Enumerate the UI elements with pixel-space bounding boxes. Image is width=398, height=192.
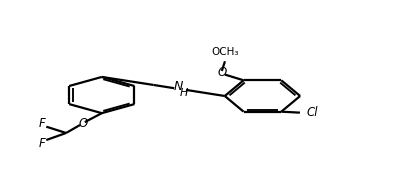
- Text: F: F: [39, 137, 46, 150]
- Text: F: F: [39, 117, 46, 130]
- Text: O: O: [78, 117, 88, 130]
- Text: OCH₃: OCH₃: [211, 47, 239, 57]
- Text: H: H: [180, 88, 188, 98]
- Text: N: N: [174, 80, 183, 93]
- Text: Cl: Cl: [306, 106, 318, 119]
- Text: O: O: [217, 66, 226, 79]
